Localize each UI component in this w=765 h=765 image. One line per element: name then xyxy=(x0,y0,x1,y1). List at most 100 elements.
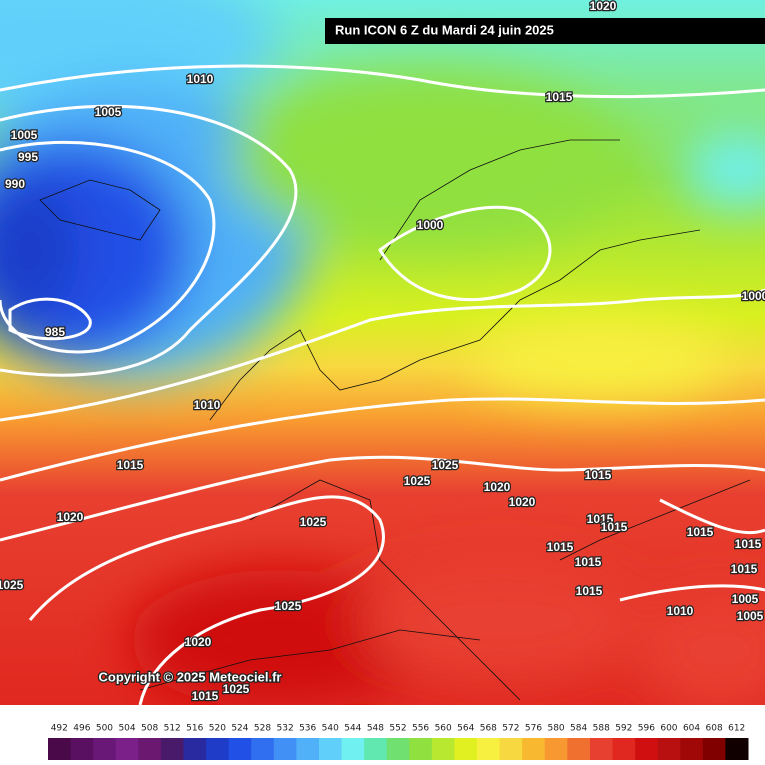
colorbar-cell xyxy=(183,738,207,760)
isobar-label: 1020 xyxy=(509,495,536,509)
colorbar-cell xyxy=(228,738,252,760)
colorbar-label: 504 xyxy=(118,724,135,734)
isobar-label: 1015 xyxy=(576,584,603,598)
isobar-label: 1005 xyxy=(737,609,764,623)
colorbar-cell xyxy=(386,738,410,760)
isobar xyxy=(0,397,765,482)
colorbar-label: 512 xyxy=(164,724,181,734)
colorbar-cell xyxy=(454,738,478,760)
colorbar-cell xyxy=(273,738,297,760)
isobar-label: 1025 xyxy=(275,599,302,613)
colorbar-cell xyxy=(93,738,117,760)
colorbar-cell xyxy=(477,738,501,760)
isobar-label: 1015 xyxy=(575,555,602,569)
colorbar-label: 528 xyxy=(254,724,271,734)
isobar xyxy=(0,104,298,377)
colorbar-label: 508 xyxy=(141,724,158,734)
colorbar-cell xyxy=(612,738,636,760)
isobar-label: 1015 xyxy=(547,540,574,554)
colorbar-label: 580 xyxy=(547,724,564,734)
colorbar-cell xyxy=(206,738,230,760)
colorbar-cell xyxy=(341,738,365,760)
isobar-label: 1000 xyxy=(742,289,765,303)
isobar-label: 1020 xyxy=(590,0,617,13)
colorbar-cell xyxy=(160,738,184,760)
colorbar-label: 532 xyxy=(277,724,294,734)
colorbar-cell xyxy=(702,738,726,760)
colorbar-cell xyxy=(680,738,704,760)
colorbar-label: 556 xyxy=(412,724,429,734)
colorbar-label: 568 xyxy=(480,724,497,734)
colorbar-cell xyxy=(522,738,546,760)
colorbar-cell xyxy=(657,738,681,760)
isobar-label: 1025 xyxy=(432,458,459,472)
isobar-label: 990 xyxy=(5,177,25,191)
colorbar-cell xyxy=(70,738,94,760)
isobar xyxy=(0,288,765,422)
isobar-label: 1015 xyxy=(731,562,758,576)
colorbar-label: 516 xyxy=(186,724,203,734)
isobar-label: 1015 xyxy=(687,525,714,539)
colorbar-label: 552 xyxy=(389,724,406,734)
colorbar-label: 520 xyxy=(209,724,226,734)
colorbar-label: 604 xyxy=(683,724,700,734)
colorbar-cell xyxy=(635,738,659,760)
isobar-label: 1005 xyxy=(95,105,122,119)
colorbar-label: 496 xyxy=(73,724,90,734)
isobar-label: 1015 xyxy=(735,537,762,551)
colorbar-label: 592 xyxy=(615,724,632,734)
isobar-label: 1020 xyxy=(484,480,511,494)
colorbar-cell xyxy=(431,738,455,760)
isobar-label: 1010 xyxy=(194,398,221,412)
isobar-label: 1015 xyxy=(117,458,144,472)
colorbar-label: 564 xyxy=(457,724,474,734)
colorbar-cell xyxy=(544,738,568,760)
colorbar-cell xyxy=(251,738,275,760)
isobar-label: 1010 xyxy=(667,604,694,618)
colorbar-cell xyxy=(115,738,139,760)
isobar-label: 985 xyxy=(45,325,65,339)
isobar-label: 1005 xyxy=(11,128,38,142)
isobar xyxy=(28,495,385,705)
isobar-label: 1025 xyxy=(404,474,431,488)
colorbar-label: 608 xyxy=(706,724,723,734)
isobar-label: 1005 xyxy=(732,592,759,606)
colorbar-label: 572 xyxy=(502,724,519,734)
map-title: Run ICON 6 Z du Mardi 24 juin 2025 xyxy=(335,22,554,37)
colorbar-label: 576 xyxy=(525,724,542,734)
colorbar-label: 524 xyxy=(231,724,248,734)
isobar-label: 1025 xyxy=(0,578,24,592)
isobar xyxy=(0,455,765,542)
colorbar-label: 536 xyxy=(299,724,316,734)
colorbar-cell xyxy=(318,738,343,760)
isobar xyxy=(8,297,92,341)
isobar-labels: 1020 1010 1005 1015 1005 995 990 1000 985 1010 101… xyxy=(0,0,765,704)
isobar-label: 1015 xyxy=(192,689,219,703)
colorbar-cell xyxy=(364,738,388,760)
colorbar-cell xyxy=(138,738,162,760)
colorbar-label: 544 xyxy=(344,724,361,734)
isobar xyxy=(378,205,552,302)
isobar-label: 1015 xyxy=(587,512,614,526)
colorbar-cell xyxy=(725,738,749,760)
colorbar-label: 612 xyxy=(728,724,745,734)
colorbar-label: 588 xyxy=(593,724,610,734)
isobar-label: 1015 xyxy=(546,90,573,104)
isobar-label: 1020 xyxy=(185,635,212,649)
coastline xyxy=(39,139,751,701)
isobar xyxy=(0,64,765,99)
colorbar-cell xyxy=(589,738,614,760)
colorbar-label: 500 xyxy=(96,724,113,734)
isobar-label: 1020 xyxy=(57,510,84,524)
isobar-label: 1000 xyxy=(417,218,444,232)
colorbar-label: 584 xyxy=(570,724,587,734)
colorbar-cell xyxy=(499,738,523,760)
isobar xyxy=(0,140,216,354)
colorbar-label: 492 xyxy=(51,724,68,734)
isobar-label: 1025 xyxy=(223,682,250,696)
colorbar-label: 596 xyxy=(638,724,655,734)
colorbar-label: 548 xyxy=(367,724,384,734)
isobar-label: 1015 xyxy=(601,520,628,534)
